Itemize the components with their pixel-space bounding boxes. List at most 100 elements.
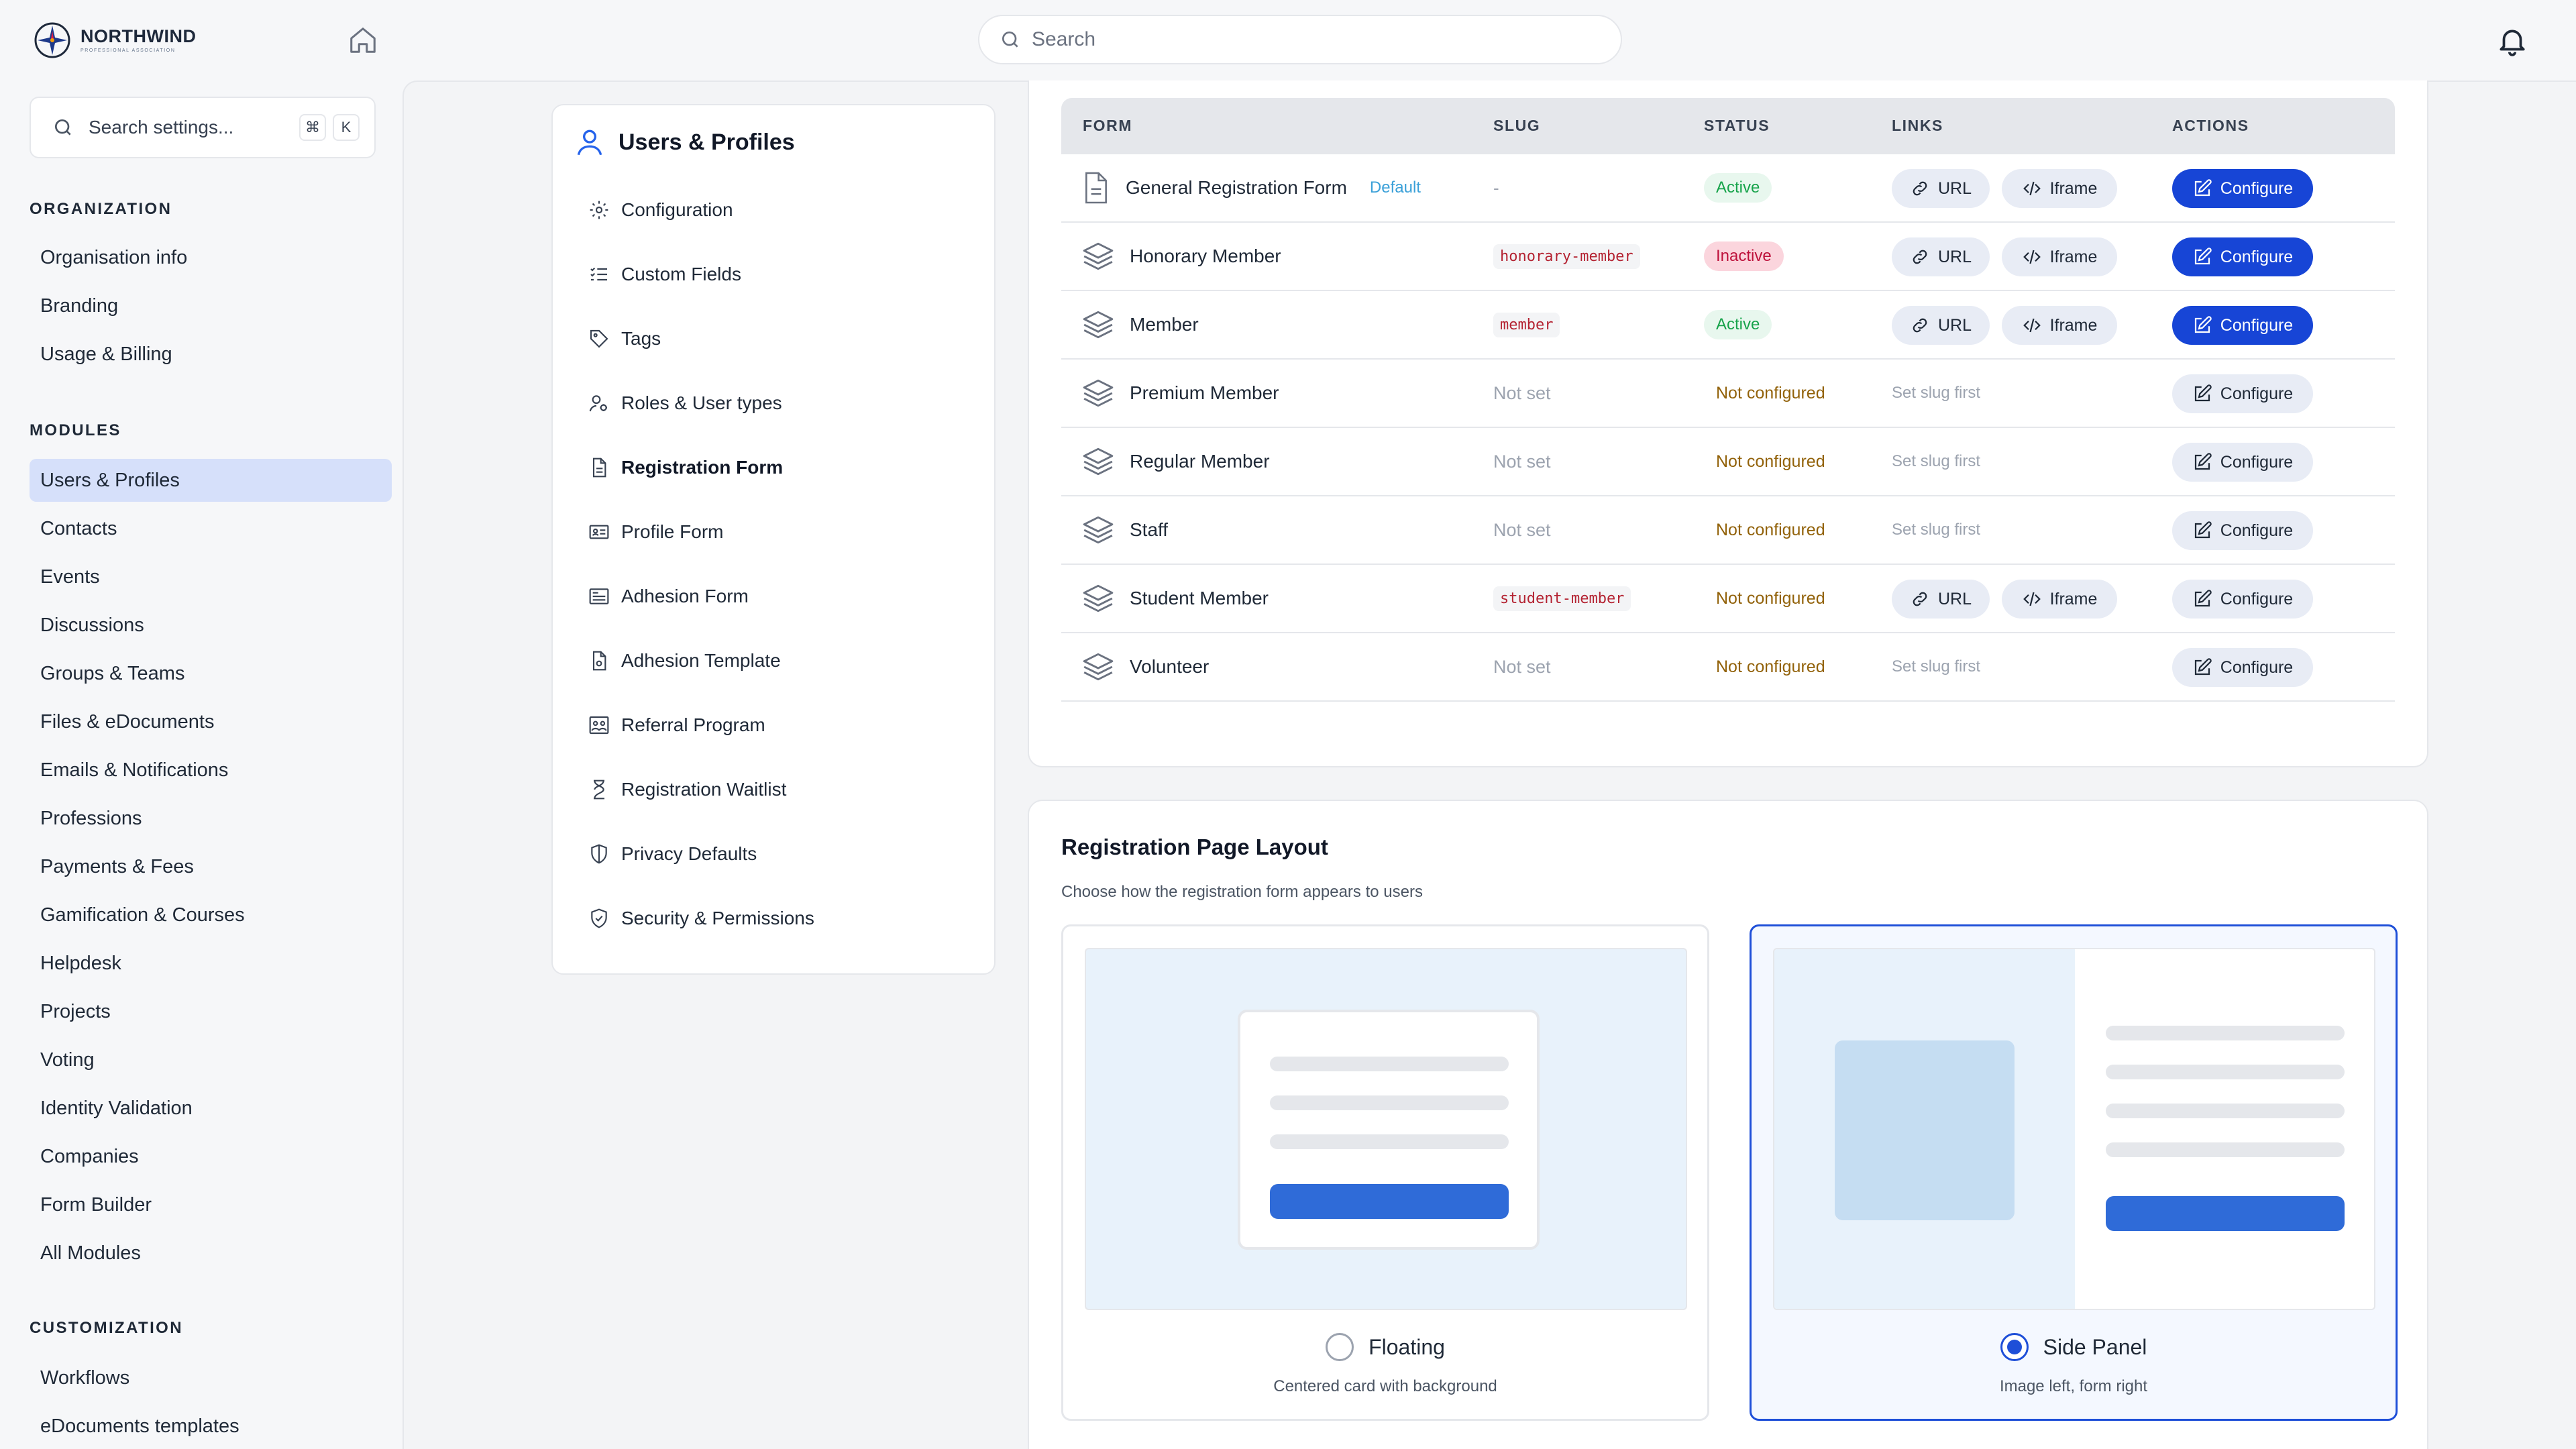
edit-icon (2192, 178, 2212, 199)
subnav-item-security-permissions[interactable]: Security & Permissions (588, 900, 814, 937)
iframe-label: Iframe (2049, 178, 2098, 198)
form-name: General Registration Form (1126, 177, 1347, 198)
iframe-button[interactable]: Iframe (2002, 237, 2117, 276)
sidebar-item-users-profiles[interactable]: Users & Profiles (30, 459, 392, 502)
subnav-item-adhesion-template[interactable]: Adhesion Template (588, 642, 781, 680)
slug-cell: honorary-member (1493, 223, 1640, 290)
notifications-button[interactable] (2496, 24, 2529, 58)
table-row: Regular Member Not set Not configured Set s… (1061, 428, 2395, 496)
sidebar-item-organisation-info[interactable]: Organisation info (40, 246, 188, 268)
sidebar-item-workflows[interactable]: Workflows (40, 1366, 130, 1389)
edit-icon (2192, 452, 2212, 472)
search-icon (55, 119, 71, 136)
layout-option-floating[interactable]: Floating Centered card with background (1061, 924, 1709, 1421)
link-icon (1910, 589, 1930, 609)
sidebar-item-contacts[interactable]: Contacts (40, 517, 117, 539)
configure-label: Configure (2220, 657, 2294, 677)
floating-radio[interactable] (1326, 1333, 1354, 1361)
sidebar-item-files-edocuments[interactable]: Files & eDocuments (40, 710, 215, 733)
set-slug-first-text: Set slug first (1892, 657, 1981, 676)
sidebar-item-identity-validation[interactable]: Identity Validation (40, 1097, 193, 1119)
compass-logo-icon (34, 22, 70, 58)
sidebar-item-edocuments-templates[interactable]: eDocuments templates (40, 1415, 239, 1437)
subnav-item-adhesion-form[interactable]: Adhesion Form (588, 578, 749, 615)
subnav-item-custom-fields[interactable]: Custom Fields (588, 256, 741, 293)
status-text: Not configured (1716, 451, 1825, 471)
configure-button[interactable]: Configure (2172, 580, 2313, 619)
status-badge: Active (1704, 173, 1772, 203)
subnav-item-profile-form[interactable]: Profile Form (588, 513, 723, 551)
home-button[interactable] (347, 25, 378, 56)
configure-label: Configure (2220, 178, 2294, 198)
sidebar-item-all-modules[interactable]: All Modules (40, 1242, 141, 1264)
shield-check-icon (591, 908, 607, 928)
code-icon (2022, 178, 2042, 199)
sidebar-item-events[interactable]: Events (40, 566, 100, 588)
sidebar-item-helpdesk[interactable]: Helpdesk (40, 952, 121, 974)
settings-search-input[interactable]: Search settings... ⌘ K (30, 97, 376, 158)
sidebar-item-payments-fees[interactable]: Payments & Fees (40, 855, 194, 877)
subnav-item-label: Configuration (621, 199, 733, 220)
subnav-item-label: Security & Permissions (621, 908, 814, 928)
column-header-actions: ACTIONS (2172, 117, 2249, 134)
preview-form-card (1238, 1010, 1540, 1250)
sidebar-item-companies[interactable]: Companies (40, 1145, 139, 1167)
configure-button[interactable]: Configure (2172, 237, 2313, 276)
keyboard-shortcut: ⌘ K (299, 114, 360, 141)
subnav-item-tags[interactable]: Tags (588, 320, 661, 358)
url-button[interactable]: URL (1892, 237, 1990, 276)
iframe-label: Iframe (2049, 247, 2098, 266)
subnav-item-roles-user-types[interactable]: Roles & User types (588, 384, 782, 422)
sidebar-item-groups-teams[interactable]: Groups & Teams (40, 662, 185, 684)
sidebar-item-professions[interactable]: Professions (40, 807, 142, 829)
preview-field (1270, 1095, 1509, 1110)
form-name: Member (1130, 314, 1199, 335)
subnav-item-referral-program[interactable]: Referral Program (588, 706, 765, 744)
sidebar-item-gamification-courses[interactable]: Gamification & Courses (40, 904, 245, 926)
configure-button[interactable]: Configure (2172, 169, 2313, 208)
sidebar-item-discussions[interactable]: Discussions (40, 614, 144, 636)
form-name: Regular Member (1130, 451, 1270, 472)
form-cell: Student Member (1081, 565, 1269, 632)
sidebar-item-branding[interactable]: Branding (40, 294, 119, 317)
document-settings-icon (592, 651, 606, 671)
side-panel-radio[interactable] (2000, 1333, 2029, 1361)
subnav-item-label: Adhesion Form (621, 586, 749, 606)
configure-button[interactable]: Configure (2172, 443, 2313, 482)
side-panel-option-label: Side Panel (1752, 1333, 2396, 1361)
link-icon (1910, 178, 1930, 199)
layers-icon (1081, 308, 1115, 341)
url-button[interactable]: URL (1892, 580, 1990, 619)
subnav-item-configuration[interactable]: Configuration (588, 191, 733, 229)
configure-button[interactable]: Configure (2172, 306, 2313, 345)
subnav-item-label: Profile Form (621, 521, 724, 542)
configure-button[interactable]: Configure (2172, 648, 2313, 687)
sidebar-item-voting[interactable]: Voting (40, 1049, 95, 1071)
kbd-k-key: K (333, 114, 360, 141)
preview-image-panel (1774, 949, 2075, 1309)
edit-icon (2192, 247, 2212, 267)
iframe-button[interactable]: Iframe (2002, 169, 2117, 208)
subnav-item-registration-form[interactable]: Registration Form (588, 449, 783, 486)
layers-icon (1081, 650, 1115, 684)
configure-button[interactable]: Configure (2172, 374, 2313, 413)
preview-field (2106, 1142, 2345, 1157)
iframe-button[interactable]: Iframe (2002, 580, 2117, 619)
subnav-item-privacy-defaults[interactable]: Privacy Defaults (588, 835, 757, 873)
subnav-item-registration-waitlist[interactable]: Registration Waitlist (588, 771, 786, 808)
global-search-input[interactable]: Search (978, 15, 1622, 64)
sidebar-item-projects[interactable]: Projects (40, 1000, 111, 1022)
configure-button[interactable]: Configure (2172, 511, 2313, 550)
status-text: Not configured (1716, 383, 1825, 402)
url-button[interactable]: URL (1892, 306, 1990, 345)
status-cell: Not configured (1704, 428, 1825, 495)
sidebar-item-emails-notifications[interactable]: Emails & Notifications (40, 759, 229, 781)
shield-half-icon (591, 844, 607, 864)
iframe-button[interactable]: Iframe (2002, 306, 2117, 345)
links-cell: Set slug first (1892, 360, 1980, 427)
brand-logo[interactable]: NORTHWIND PROFESSIONAL ASSOCIATION (34, 20, 196, 60)
sidebar-item-form-builder[interactable]: Form Builder (40, 1193, 152, 1216)
url-button[interactable]: URL (1892, 169, 1990, 208)
sidebar-item-usage-billing[interactable]: Usage & Billing (40, 343, 172, 365)
layout-option-side-panel[interactable]: Side Panel Image left, form right (1750, 924, 2398, 1421)
